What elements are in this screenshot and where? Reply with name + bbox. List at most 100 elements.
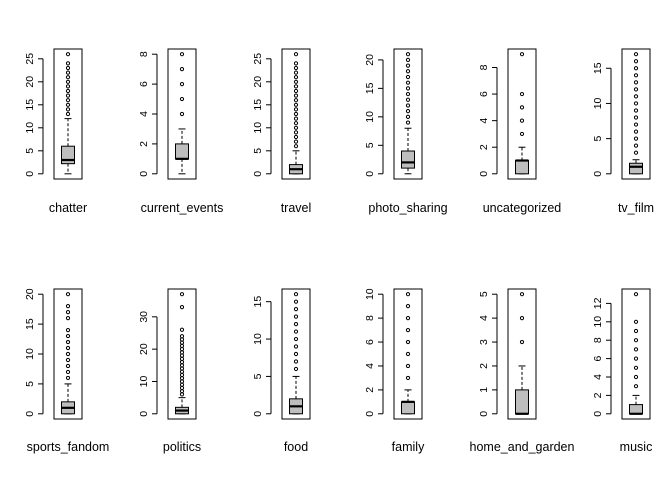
outlier-point [405, 69, 411, 74]
y-tick-label: 15 [592, 62, 604, 74]
outlier-point [65, 93, 71, 98]
x-axis-label: chatter [49, 201, 87, 215]
outlier-point [633, 150, 639, 155]
y-tick-label: 30 [138, 311, 150, 323]
x-axis-label: current_events [141, 201, 224, 215]
outlier-point [405, 316, 411, 321]
outlier-point [405, 74, 411, 80]
outlier-point [633, 356, 639, 361]
outlier-point [405, 97, 411, 102]
y-tick-label: 10 [24, 122, 36, 134]
y-tick-label: 0 [364, 171, 376, 177]
x-axis-label: food [284, 440, 308, 454]
outlier-point [633, 59, 639, 64]
outlier-point [405, 63, 411, 68]
outlier-point [293, 70, 299, 75]
outlier-point [519, 316, 525, 321]
plot-frame [507, 288, 537, 420]
outlier-point [633, 80, 639, 85]
outlier-point [293, 344, 299, 349]
y-tick-label: 8 [592, 337, 604, 343]
y-tick-label: 5 [364, 142, 376, 148]
outlier-point [179, 359, 185, 365]
outlier-point [293, 139, 299, 144]
plot-frame [281, 48, 311, 180]
outlier-point [519, 105, 525, 110]
y-tick-label: 2 [138, 141, 150, 147]
y-tick-label: 20 [364, 54, 376, 66]
outlier-point [405, 292, 411, 297]
outlier-point [293, 292, 299, 297]
outlier-point [179, 369, 185, 374]
y-tick-label: 4 [592, 374, 604, 380]
x-axis-label: music [620, 440, 653, 454]
outlier-point [405, 91, 411, 97]
outlier-point [65, 363, 71, 369]
y-tick-label: 0 [24, 171, 36, 177]
outlier-point [65, 107, 71, 112]
outlier-point [405, 80, 411, 85]
outlier-point [293, 329, 299, 334]
outlier-point [65, 375, 71, 381]
outlier-point [293, 52, 299, 57]
outlier-point [633, 122, 639, 127]
outlier-point [293, 351, 299, 357]
outlier-point [293, 125, 299, 130]
x-axis-label: sports_fandom [27, 440, 110, 454]
y-tick-label: 10 [592, 97, 604, 109]
y-tick-label: 4 [138, 111, 150, 117]
y-tick-label: 15 [252, 99, 264, 111]
plot-frame [53, 288, 83, 420]
outlier-point [293, 336, 299, 342]
y-tick-label: 8 [478, 64, 490, 70]
outlier-point [65, 102, 71, 107]
outlier-point [293, 98, 299, 103]
outlier-point [293, 75, 299, 80]
y-tick-label: 4 [478, 118, 490, 124]
plot-frame [393, 48, 423, 180]
outlier-point [179, 337, 185, 342]
y-tick-label: 10 [364, 288, 376, 300]
outlier-point [65, 88, 71, 94]
outlier-point [65, 316, 71, 321]
y-tick-label: 20 [138, 343, 150, 355]
outlier-point [405, 52, 411, 57]
outlier-point [65, 79, 71, 84]
x-axis-label: family [392, 440, 425, 454]
x-axis-label: tv_film [618, 201, 654, 215]
y-tick-label: 10 [364, 111, 376, 123]
outlier-point [65, 75, 71, 80]
outlier-point [65, 111, 71, 117]
outlier-point [65, 98, 71, 103]
outlier-point [405, 327, 411, 333]
outlier-point [179, 340, 185, 345]
outlier-point [405, 120, 411, 125]
outlier-point [293, 65, 299, 71]
y-tick-label: 0 [478, 171, 490, 177]
y-tick-label: 10 [138, 375, 150, 387]
plot-frame [621, 48, 651, 180]
outlier-point [519, 339, 525, 345]
y-tick-label: 10 [24, 348, 36, 360]
x-axis-label: travel [281, 201, 312, 215]
outlier-point [633, 143, 639, 148]
outlier-point [179, 389, 185, 394]
outlier-point [405, 57, 411, 62]
outlier-point [65, 369, 71, 375]
outlier-point [179, 347, 185, 352]
outlier-point [405, 375, 411, 381]
iqr-box [629, 404, 643, 415]
y-tick-label: 0 [478, 411, 490, 417]
y-tick-label: 3 [478, 339, 490, 345]
outlier-point [633, 319, 639, 324]
outlier-point [633, 73, 639, 78]
outlier-point [179, 392, 185, 397]
outlier-point [179, 379, 185, 384]
outlier-point [519, 91, 525, 97]
y-tick-label: 15 [252, 296, 264, 308]
outlier-point [633, 129, 639, 134]
outlier-point [179, 385, 185, 391]
iqr-box [515, 389, 529, 415]
